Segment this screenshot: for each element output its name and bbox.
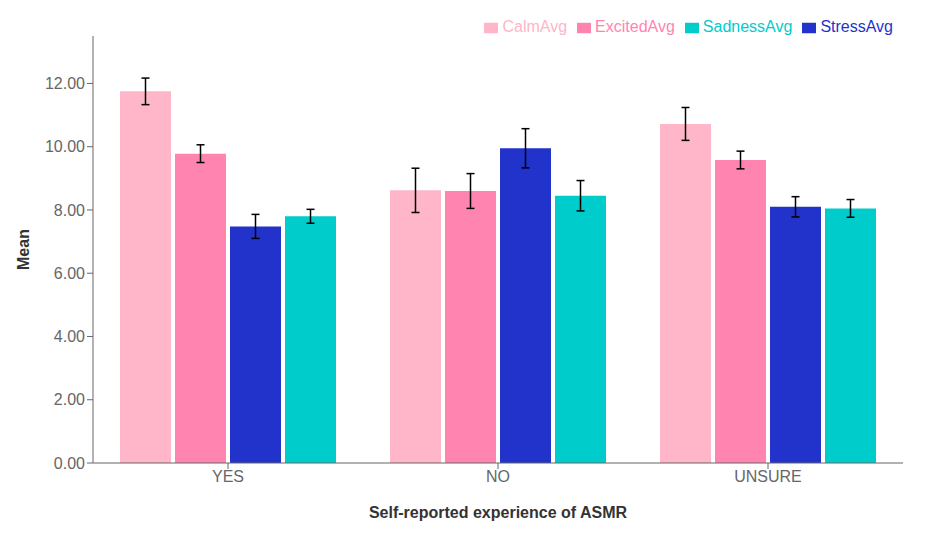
svg-text:NO: NO xyxy=(486,468,510,485)
svg-text:12.00: 12.00 xyxy=(45,75,85,92)
html-text:CalmAvg: CalmAvg xyxy=(502,18,568,35)
svg-text:2.00: 2.00 xyxy=(54,391,85,408)
svg-text:4.00: 4.00 xyxy=(54,328,85,345)
html-text:SadnessAvg: SadnessAvg xyxy=(702,18,793,35)
svg-text:YES: YES xyxy=(212,468,244,485)
html-text:StressAvg: StressAvg xyxy=(820,18,893,35)
svg-text:UNSURE: UNSURE xyxy=(734,468,802,485)
svg-text:Self-reported experience of AS: Self-reported experience of ASMR xyxy=(369,504,628,521)
svg-text:6.00: 6.00 xyxy=(54,265,85,282)
html-text:ExcitedAvg: ExcitedAvg xyxy=(595,18,675,35)
svg-text:0.00: 0.00 xyxy=(54,455,85,472)
svg-text:10.00: 10.00 xyxy=(45,138,85,155)
svg-text:Mean: Mean xyxy=(15,229,32,270)
svg-text:8.00: 8.00 xyxy=(54,202,85,219)
